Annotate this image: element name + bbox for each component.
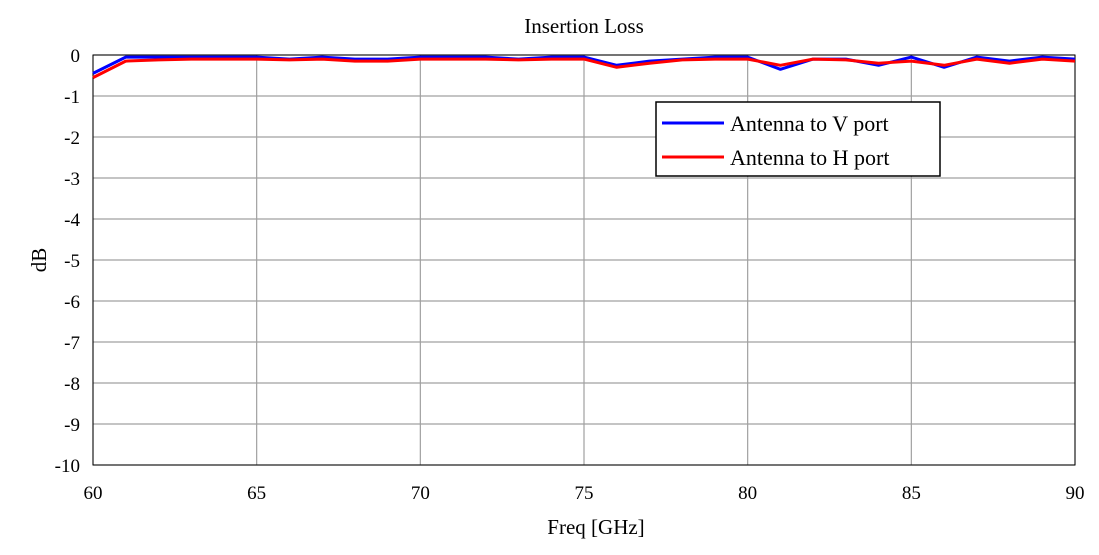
x-axis-label: Freq [GHz] xyxy=(547,515,644,539)
series-line-v-port xyxy=(92,55,1076,75)
y-tick-label: -2 xyxy=(64,128,80,149)
series-line-h-port xyxy=(92,57,1076,79)
y-tick-labels: 0 -1 -2 -3 -4 -5 -6 -7 -8 -9 -10 xyxy=(55,46,81,477)
y-tick-label: -7 xyxy=(64,333,80,354)
y-axis-label: dB xyxy=(27,248,51,273)
y-tick-label: -6 xyxy=(64,292,80,313)
x-tick-label: 60 xyxy=(84,483,103,504)
legend-label-h-port: Antenna to H port xyxy=(730,145,889,170)
plot-frame xyxy=(92,54,1076,466)
x-tick-label: 90 xyxy=(1066,483,1085,504)
y-tick-label: 0 xyxy=(71,46,81,67)
y-tick-label: -1 xyxy=(64,87,80,108)
x-tick-label: 85 xyxy=(902,483,921,504)
x-tick-label: 70 xyxy=(411,483,430,504)
x-tick-label: 75 xyxy=(575,483,594,504)
y-tick-label: -4 xyxy=(64,210,80,231)
legend-box xyxy=(655,101,941,177)
y-tick-label: -5 xyxy=(64,251,80,272)
chart-title: Insertion Loss xyxy=(524,14,644,38)
x-tick-labels: 60 65 70 75 80 85 90 xyxy=(84,483,1085,504)
x-tick-label: 65 xyxy=(247,483,266,504)
x-tick-label: 80 xyxy=(738,483,757,504)
y-tick-label: -10 xyxy=(55,456,80,477)
y-tick-label: -9 xyxy=(64,415,80,436)
legend: Antenna to V port Antenna to H port xyxy=(655,101,941,177)
y-tick-label: -3 xyxy=(64,169,80,190)
y-tick-label: -8 xyxy=(64,374,80,395)
series-layer xyxy=(92,55,1076,79)
legend-label-v-port: Antenna to V port xyxy=(730,111,889,136)
